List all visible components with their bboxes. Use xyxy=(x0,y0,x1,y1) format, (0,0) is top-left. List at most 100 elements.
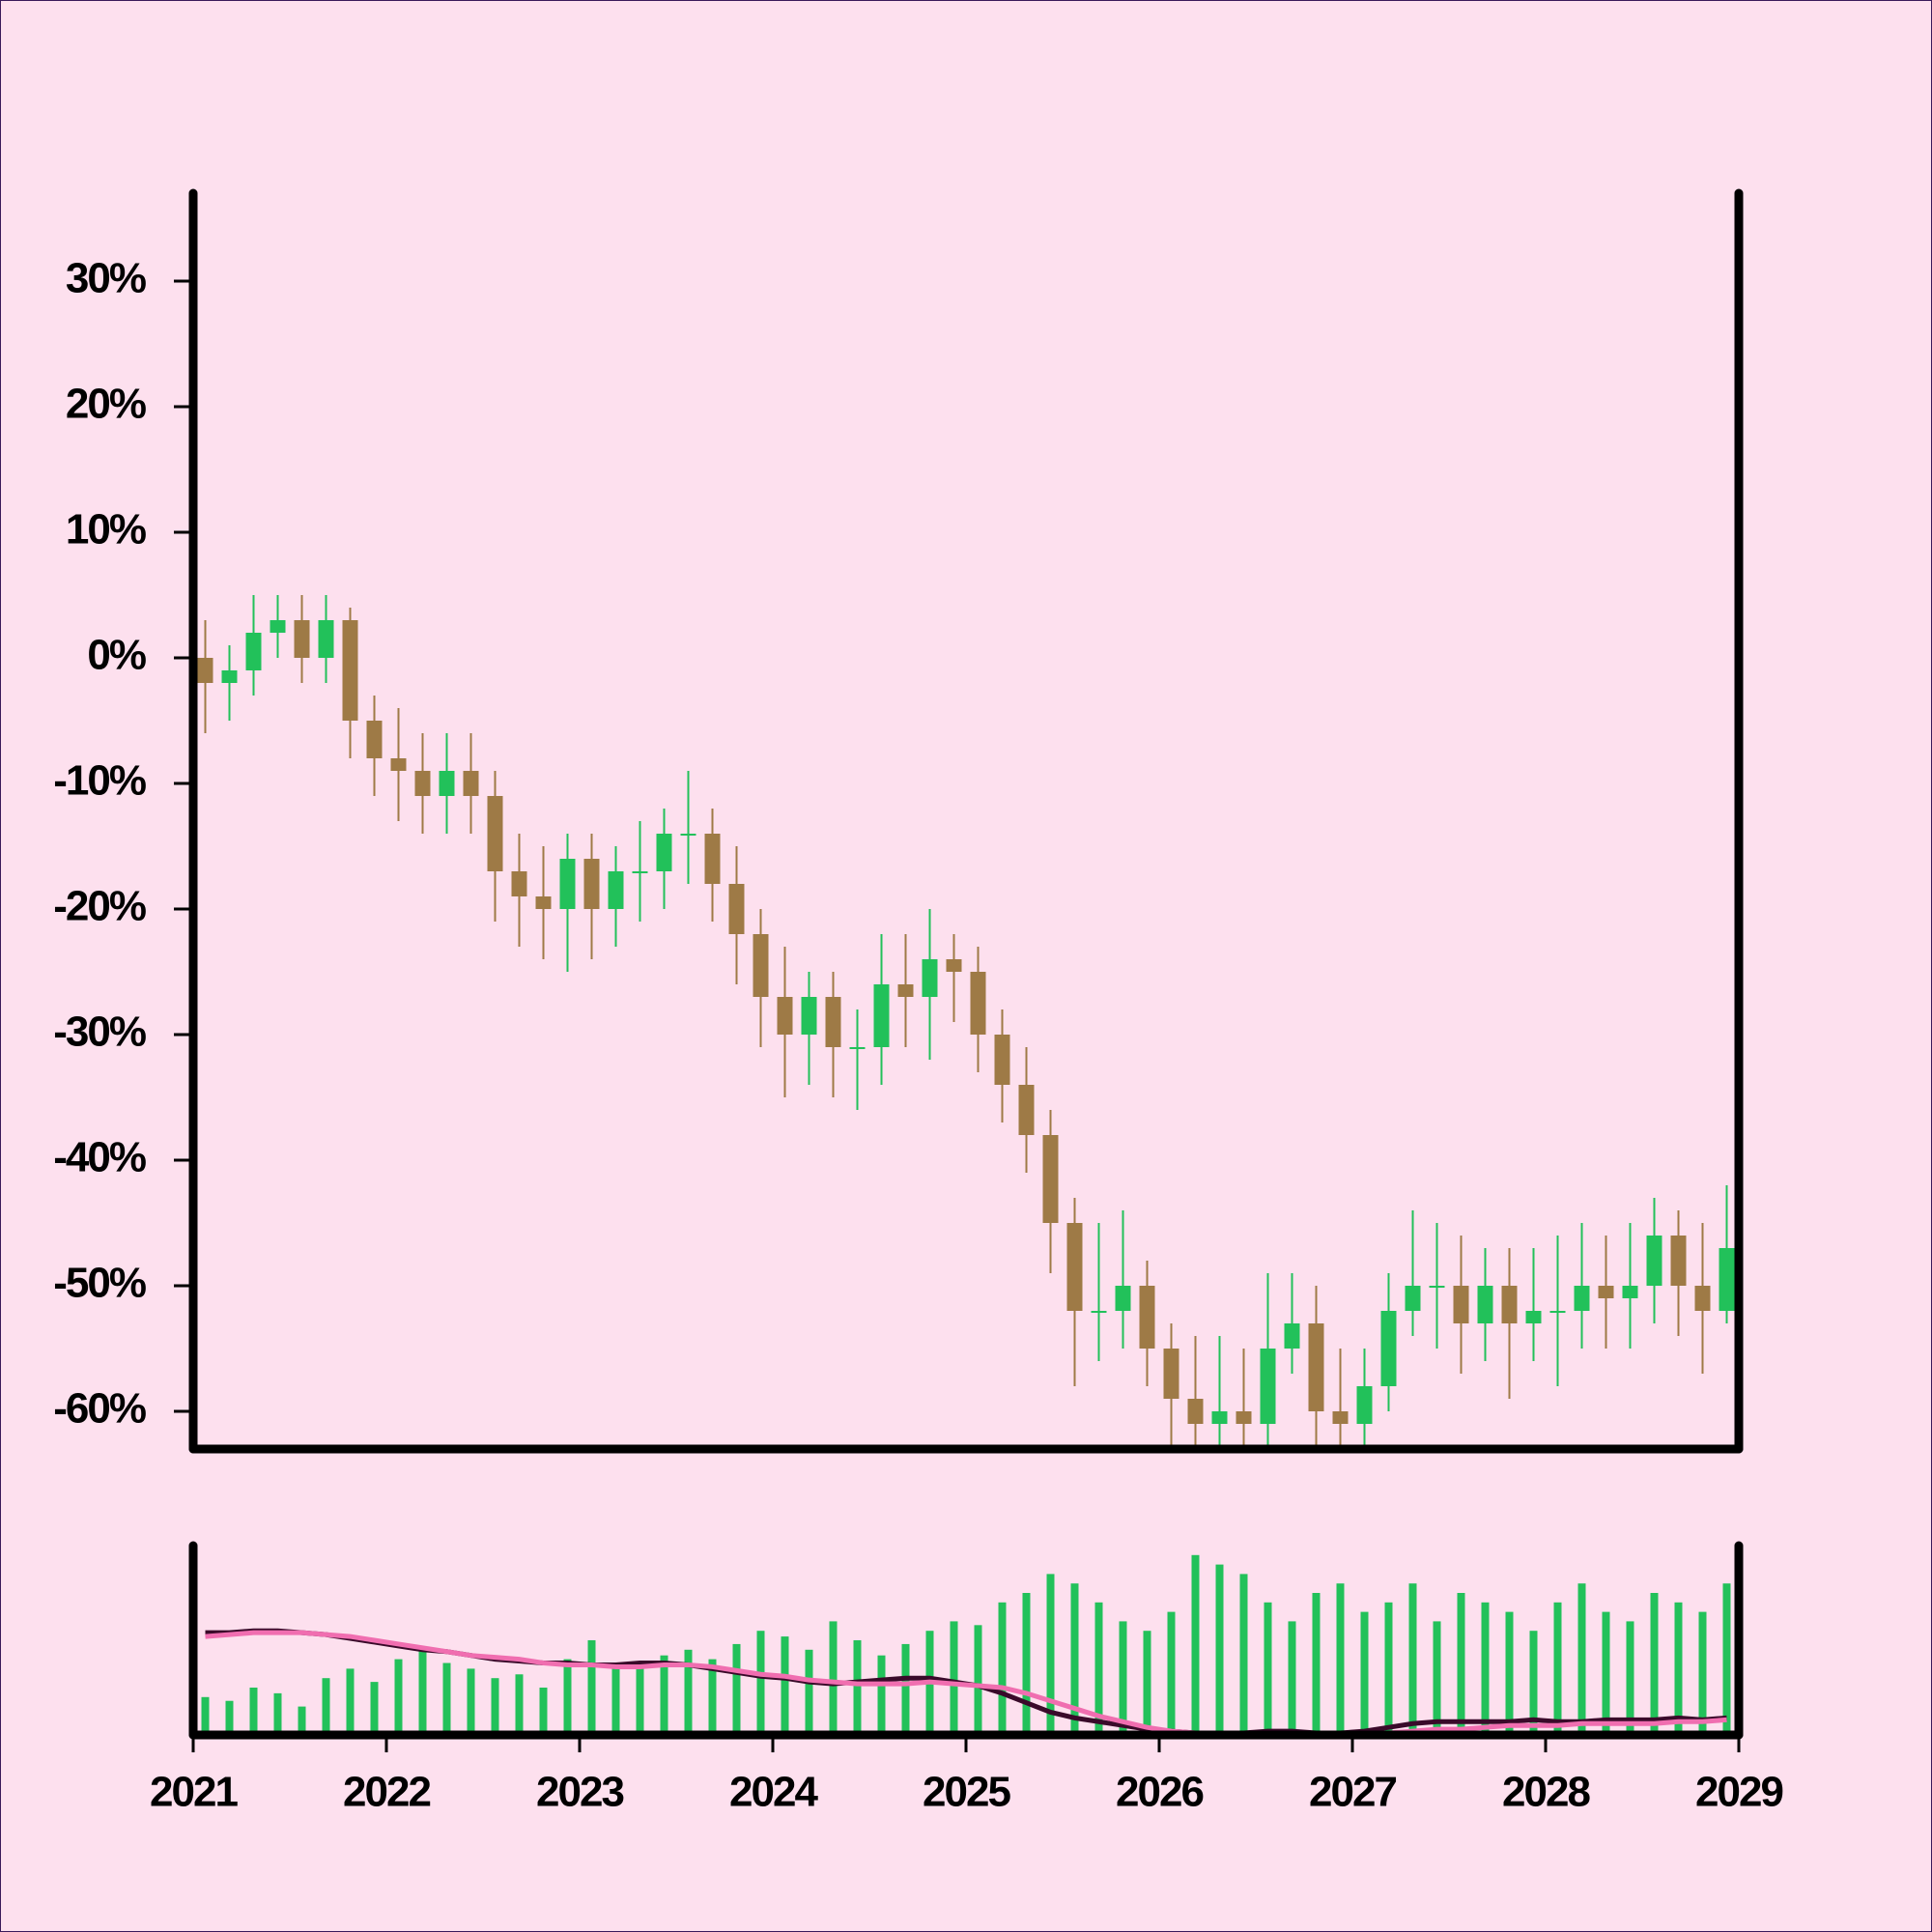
volume-bar xyxy=(901,1643,910,1735)
candle-body xyxy=(463,771,479,796)
candle-body xyxy=(414,771,431,796)
volume-bar xyxy=(684,1649,693,1735)
x-tick-label: 2022 xyxy=(343,1769,430,1816)
candle-body xyxy=(1574,1286,1590,1311)
y-tick-label: 20% xyxy=(66,381,146,428)
x-tick-label: 2027 xyxy=(1309,1769,1396,1816)
volume-bar xyxy=(756,1631,765,1735)
volume-bar xyxy=(853,1640,862,1735)
volume-bar xyxy=(515,1674,524,1735)
candle-body xyxy=(294,620,310,658)
candle-body xyxy=(439,771,455,796)
candle-body xyxy=(197,658,213,683)
candle-body xyxy=(1405,1286,1421,1311)
volume-bar xyxy=(1143,1631,1151,1735)
volume-bar xyxy=(273,1692,282,1735)
volume-bar xyxy=(1288,1621,1296,1735)
candle-body xyxy=(1477,1286,1493,1323)
volume-bar xyxy=(1674,1602,1683,1735)
candle-body xyxy=(221,670,238,683)
volume-bar xyxy=(636,1668,644,1735)
volume-bar xyxy=(1698,1611,1707,1735)
candle-body xyxy=(1453,1286,1469,1323)
candle-body xyxy=(704,834,721,884)
volume-bar xyxy=(1408,1583,1417,1735)
volume-bar xyxy=(1505,1611,1514,1735)
volume-bar xyxy=(660,1655,668,1735)
candle-body xyxy=(1066,1223,1083,1311)
x-tick-label: 2025 xyxy=(923,1769,1010,1816)
candle-body xyxy=(270,620,286,633)
volume-bar xyxy=(491,1678,499,1735)
x-tick-label: 2028 xyxy=(1502,1769,1590,1816)
volume-bar xyxy=(1022,1593,1031,1735)
y-tick-label: -30% xyxy=(53,1009,146,1056)
volume-bar xyxy=(563,1659,572,1735)
volume-bar xyxy=(1264,1602,1272,1735)
volume-bar xyxy=(805,1649,813,1735)
volume-bar xyxy=(1384,1602,1393,1735)
candle-body xyxy=(559,859,576,909)
candle-body xyxy=(994,1035,1010,1085)
candle-body xyxy=(1646,1236,1662,1286)
candle-body xyxy=(583,859,600,909)
x-tick-label: 2024 xyxy=(729,1769,818,1816)
candle-body xyxy=(1622,1286,1638,1298)
y-tick-label: -60% xyxy=(53,1385,146,1433)
volume-bar xyxy=(539,1688,548,1735)
volume-bar xyxy=(1360,1611,1369,1735)
candle-body xyxy=(1308,1323,1324,1411)
candle-body xyxy=(1501,1286,1518,1323)
volume-bar xyxy=(998,1602,1007,1735)
candle-body xyxy=(1163,1349,1179,1399)
candle-body xyxy=(608,871,624,909)
y-tick-label: -50% xyxy=(53,1260,146,1307)
candle-body xyxy=(1139,1286,1155,1349)
candle-body xyxy=(535,896,552,909)
candle-body xyxy=(1018,1085,1035,1135)
y-tick-label: 30% xyxy=(66,255,146,302)
candle-body xyxy=(318,620,334,658)
candle-body xyxy=(1380,1311,1397,1386)
candle-body xyxy=(245,633,262,670)
candle-body xyxy=(487,796,503,871)
volume-bar xyxy=(1046,1574,1055,1735)
candle-body xyxy=(632,871,648,873)
candle-body xyxy=(511,871,527,896)
candle-body xyxy=(1356,1386,1373,1424)
volume-bar xyxy=(467,1668,475,1735)
volume-bar xyxy=(877,1655,886,1735)
candle-body xyxy=(728,884,745,934)
volume-bar xyxy=(322,1678,330,1735)
candle-body xyxy=(1187,1399,1204,1424)
volume-bar xyxy=(442,1662,451,1735)
candle-body xyxy=(777,997,793,1035)
candle-body xyxy=(753,934,769,997)
volume-bar xyxy=(1215,1564,1224,1735)
volume-bar xyxy=(950,1621,958,1735)
volume-bar xyxy=(1312,1593,1321,1735)
candle-body xyxy=(1332,1411,1349,1424)
moving-average-line xyxy=(205,1630,1727,1736)
volume-bar xyxy=(201,1696,210,1735)
candle-body xyxy=(1670,1236,1687,1286)
volume-bar xyxy=(611,1662,620,1735)
volume-bar xyxy=(829,1621,838,1735)
volume-bar xyxy=(1457,1593,1465,1735)
candle-body xyxy=(1284,1323,1300,1349)
x-tick-label: 2023 xyxy=(536,1769,623,1816)
candle-body xyxy=(390,758,407,771)
volume-bar xyxy=(394,1659,403,1735)
volume-bar xyxy=(708,1659,717,1735)
candle-body xyxy=(1115,1286,1131,1311)
volume-bar xyxy=(298,1706,306,1735)
candle-body xyxy=(1525,1311,1542,1323)
volume-bar xyxy=(1094,1602,1103,1735)
volume-bar xyxy=(418,1649,427,1735)
candle-body xyxy=(849,1047,866,1049)
candle-body xyxy=(801,997,817,1035)
volume-bar xyxy=(370,1682,379,1735)
x-tick-label: 2021 xyxy=(150,1769,238,1816)
x-tick-label: 2029 xyxy=(1695,1769,1782,1816)
